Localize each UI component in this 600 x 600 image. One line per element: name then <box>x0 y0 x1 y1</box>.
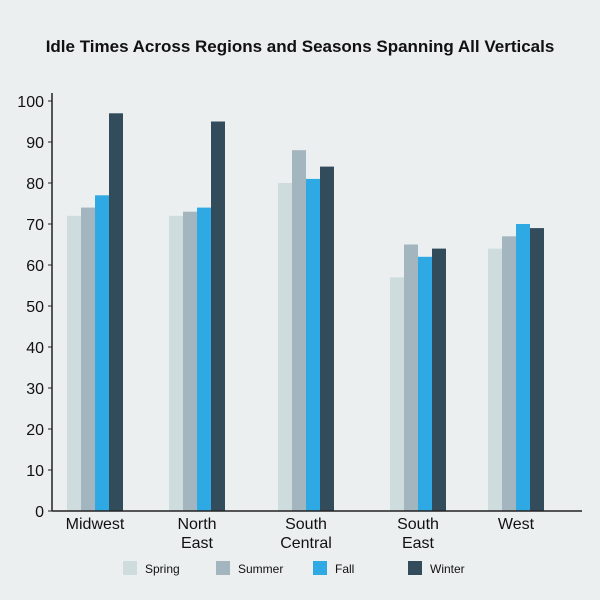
x-axis: Midwest North East South Central South East Wes… <box>52 510 582 552</box>
y-tick-label: 60 <box>26 258 44 275</box>
bars <box>67 113 544 512</box>
bar-summer <box>292 150 306 511</box>
y-tick-label: 40 <box>26 340 44 357</box>
y-tick-label: 100 <box>17 94 44 111</box>
y-tick-label: 90 <box>26 135 44 152</box>
bar-fall <box>197 207 211 511</box>
legend-swatch-winter <box>408 561 422 575</box>
x-tick-label: North East <box>177 516 216 552</box>
x-tick-label-line: West <box>498 516 535 533</box>
legend: Spring Summer Fall Winter <box>123 561 465 576</box>
y-axis: 0 10 20 30 40 50 60 70 80 90 100 <box>17 93 53 521</box>
legend-label-fall: Fall <box>335 562 354 576</box>
bar-summer <box>183 211 197 511</box>
y-tick-label: 0 <box>35 504 44 521</box>
x-tick-label-line: East <box>181 535 214 552</box>
bar-fall <box>306 178 320 511</box>
legend-label-winter: Winter <box>430 562 465 576</box>
bar-winter <box>109 113 123 512</box>
bar-summer <box>502 236 516 512</box>
x-tick-label-line: East <box>402 535 435 552</box>
bar-spring <box>390 277 404 511</box>
bar-winter <box>211 121 225 511</box>
y-tick-label: 70 <box>26 217 44 234</box>
x-tick-label-line: South <box>397 516 439 533</box>
bar-winter <box>320 166 334 511</box>
x-tick-label: South Central <box>280 516 332 552</box>
bar-spring <box>67 215 81 512</box>
x-tick-label-line: North <box>177 516 216 533</box>
bar-winter <box>530 228 544 511</box>
bar-winter <box>432 248 446 511</box>
bar-fall <box>516 224 530 511</box>
x-tick-label: Midwest <box>66 516 125 533</box>
y-tick-label: 20 <box>26 422 44 439</box>
x-tick-label-line: Midwest <box>66 516 125 533</box>
x-tick-label: South East <box>397 516 439 552</box>
legend-label-spring: Spring <box>145 562 180 576</box>
x-tick-label: West <box>498 516 535 533</box>
x-tick-label-line: Central <box>280 535 332 552</box>
y-tick-label: 30 <box>26 381 44 398</box>
legend-swatch-summer <box>216 561 230 575</box>
chart-title: Idle Times Across Regions and Seasons Sp… <box>46 37 555 56</box>
y-tick-label: 50 <box>26 299 44 316</box>
legend-swatch-spring <box>123 561 137 575</box>
bar-spring <box>278 183 292 511</box>
y-tick-label: 10 <box>26 463 44 480</box>
bar-fall <box>418 256 432 511</box>
y-tick-label: 80 <box>26 176 44 193</box>
legend-label-summer: Summer <box>238 562 283 576</box>
x-tick-label-line: South <box>285 516 327 533</box>
bar-spring <box>169 215 183 512</box>
bar-fall <box>95 195 109 512</box>
bar-spring <box>488 248 502 511</box>
legend-swatch-fall <box>313 561 327 575</box>
bar-summer <box>81 207 95 511</box>
bar-summer <box>404 244 418 511</box>
